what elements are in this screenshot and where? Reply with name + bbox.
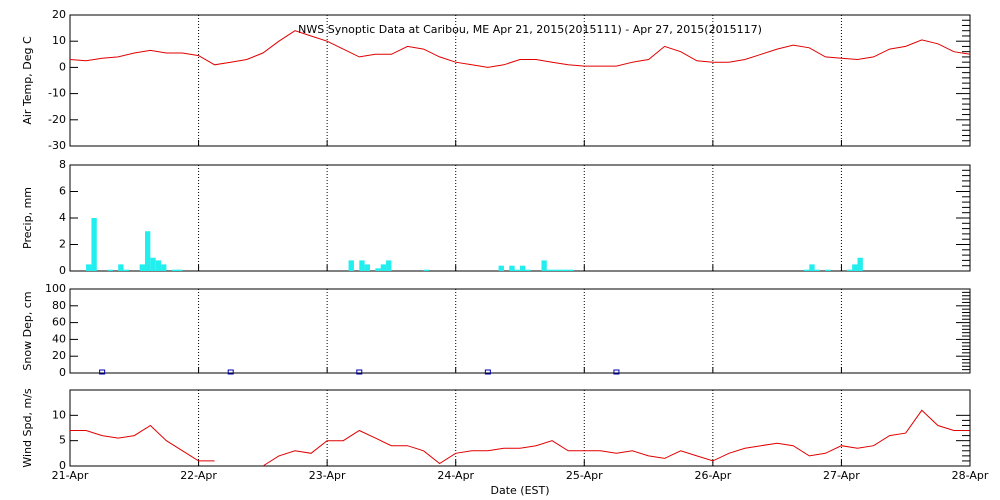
- bar: [546, 269, 553, 271]
- bar: [150, 257, 156, 271]
- y-tick-label: 100: [45, 282, 66, 295]
- y-tick-label: 80: [52, 299, 66, 312]
- y-axis-label: Snow Dep, cm: [21, 291, 34, 370]
- bar: [375, 268, 381, 271]
- x-tick-label: 28-Apr: [952, 469, 989, 482]
- y-tick-label: 6: [59, 185, 66, 198]
- data-line: [70, 409, 970, 467]
- bar: [123, 269, 129, 271]
- y-tick-label: 5: [59, 434, 66, 447]
- y-tick-label: 4: [59, 211, 66, 224]
- y-tick-label: 8: [59, 158, 66, 171]
- bar: [91, 218, 97, 271]
- bar: [155, 260, 162, 271]
- bar: [541, 260, 547, 271]
- y-tick-label: 40: [52, 332, 66, 345]
- y-tick-label: 0: [59, 264, 66, 277]
- bar: [525, 269, 531, 271]
- bar: [557, 269, 563, 271]
- bar: [86, 264, 92, 271]
- y-axis-label: Precip, mm: [21, 187, 34, 249]
- x-tick-label: 25-Apr: [566, 469, 603, 482]
- bar: [177, 269, 183, 271]
- plot-frame: [69, 14, 971, 147]
- bar: [386, 260, 392, 271]
- bar: [423, 269, 429, 271]
- bar: [852, 264, 858, 271]
- bar: [803, 269, 810, 271]
- x-tick-label: 21-Apr: [52, 469, 89, 482]
- bar: [348, 260, 354, 271]
- bar: [118, 264, 124, 271]
- y-tick-label: 10: [52, 34, 66, 47]
- plot-frame: [69, 288, 971, 374]
- point: [99, 369, 106, 375]
- y-tick-label: -10: [48, 87, 66, 100]
- x-tick-label: 24-Apr: [437, 469, 474, 482]
- bar: [825, 269, 831, 271]
- bar: [520, 265, 526, 271]
- y-tick-label: -30: [48, 139, 66, 152]
- point: [227, 369, 234, 375]
- y-tick-label: -20: [48, 113, 66, 126]
- y-axis-label: Wind Spd, m/s: [21, 388, 34, 468]
- bar: [145, 231, 151, 271]
- bar: [509, 265, 515, 271]
- x-tick-label: 27-Apr: [823, 469, 860, 482]
- bar: [359, 260, 365, 271]
- x-tick-label: 26-Apr: [694, 469, 731, 482]
- point: [484, 369, 491, 375]
- y-tick-label: 10: [52, 408, 66, 421]
- y-tick-label: 0: [59, 459, 66, 472]
- bar: [514, 269, 520, 271]
- x-tick-label: 23-Apr: [309, 469, 346, 482]
- y-tick-label: 60: [52, 316, 66, 329]
- bar: [552, 269, 558, 271]
- bar: [498, 265, 504, 271]
- y-axis-label: Air Temp, Deg C: [21, 36, 34, 125]
- bar: [562, 269, 569, 271]
- bar: [364, 264, 370, 271]
- plot-frame: [69, 389, 971, 467]
- bar: [809, 264, 815, 271]
- data-line: [69, 30, 971, 68]
- y-tick-label: 0: [59, 60, 66, 73]
- bar: [161, 264, 167, 271]
- bar: [846, 269, 853, 271]
- plot-frame: [69, 164, 971, 272]
- x-tick-label: 22-Apr: [180, 469, 217, 482]
- point: [356, 369, 363, 375]
- y-tick-label: 0: [59, 366, 66, 379]
- chart-title: NWS Synoptic Data at Caribou, ME Apr 21,…: [298, 23, 762, 36]
- x-axis-label: Date (EST): [490, 484, 549, 497]
- point: [613, 369, 620, 375]
- y-tick-label: 2: [59, 238, 66, 251]
- bar: [857, 257, 863, 271]
- bar: [171, 269, 178, 271]
- bar: [107, 269, 113, 271]
- bar: [568, 269, 574, 271]
- bar: [814, 269, 820, 271]
- bar: [139, 264, 145, 271]
- bar: [380, 264, 387, 271]
- y-tick-label: 20: [52, 8, 66, 21]
- y-tick-label: 20: [52, 349, 66, 362]
